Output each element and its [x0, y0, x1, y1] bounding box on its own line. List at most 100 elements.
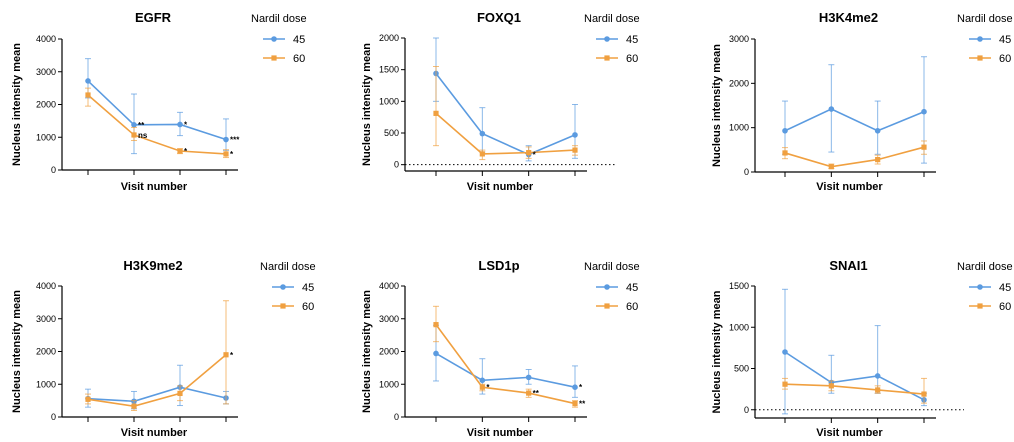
- data-point: [131, 122, 137, 128]
- series-dose-45: [433, 37, 578, 162]
- significance-marker: *: [579, 383, 583, 392]
- legend-title: Nardil dose: [260, 261, 316, 273]
- legend-swatch-marker: [271, 55, 277, 61]
- y-tick-label: 2000: [36, 347, 56, 357]
- y-tick-label: 0: [394, 160, 399, 170]
- y-axis-label: Nucleus intensity mean: [711, 290, 723, 413]
- legend-label: 60: [626, 53, 638, 65]
- legend-swatch-marker: [604, 36, 610, 42]
- legend-label: 60: [999, 53, 1011, 65]
- legend-swatch-marker: [977, 36, 983, 42]
- data-point: [782, 150, 788, 156]
- legend-swatch-marker: [280, 284, 286, 290]
- legend-swatch-marker: [977, 284, 983, 290]
- y-tick-label: 0: [51, 165, 56, 175]
- legend-label: 45: [626, 282, 638, 294]
- data-point: [177, 121, 183, 128]
- panel-title: H3K4me2: [819, 10, 878, 25]
- x-axis-label: Visit number: [121, 181, 188, 193]
- data-point: [177, 148, 183, 154]
- series-line: [435, 352, 576, 388]
- data-point: [433, 350, 439, 357]
- data-point: [921, 144, 927, 150]
- legend-label: 60: [302, 301, 314, 313]
- data-point: [782, 381, 788, 387]
- panel-h3k4me2: H3K4me2 0 1000 2000 3000 Visit number Nucleus …: [711, 10, 1013, 193]
- series-line: [435, 72, 576, 156]
- y-axis-label: Nucleus intensity mean: [711, 44, 723, 167]
- data-point: [828, 164, 834, 170]
- series-dose-45: [85, 58, 229, 155]
- panel-title: SNAI1: [829, 258, 867, 273]
- y-tick-label: 1500: [379, 65, 399, 75]
- legend-label: 45: [626, 34, 638, 46]
- series-dose-45: [782, 288, 927, 415]
- y-tick-label: 2000: [379, 33, 399, 43]
- series-dose-45: [782, 56, 927, 164]
- series-line: [87, 94, 227, 155]
- data-point: [874, 127, 881, 134]
- data-point: [875, 387, 881, 393]
- series-line: [784, 146, 925, 168]
- series-line: [784, 383, 925, 395]
- y-tick-label: 3000: [379, 314, 399, 324]
- significance-marker: *: [184, 120, 188, 129]
- legend-swatch-marker: [604, 284, 610, 290]
- series-dose-60: [85, 300, 229, 411]
- legend-title: Nardil dose: [584, 13, 640, 25]
- y-tick-label: 2000: [729, 78, 749, 88]
- legend-swatch-marker: [604, 55, 610, 61]
- data-point: [223, 352, 229, 358]
- significance-marker: *: [230, 150, 234, 159]
- y-tick-label: 4000: [379, 281, 399, 291]
- series-dose-45: [433, 324, 578, 398]
- data-point: [572, 400, 578, 407]
- significance-marker: *: [533, 151, 537, 160]
- legend-swatch-marker: [977, 303, 983, 309]
- x-axis-label: Visit number: [467, 427, 534, 439]
- series-line: [784, 108, 925, 132]
- x-axis-label: Visit number: [467, 181, 534, 193]
- legend-label: 45: [999, 282, 1011, 294]
- data-point: [828, 383, 834, 389]
- data-point: [572, 147, 578, 153]
- legend-swatch-marker: [271, 36, 277, 42]
- significance-marker: **: [138, 121, 145, 130]
- significance-marker: **: [579, 400, 586, 409]
- data-point: [921, 391, 927, 397]
- y-tick-label: 0: [394, 412, 399, 422]
- y-tick-label: 0: [51, 412, 56, 422]
- y-tick-label: 4000: [36, 281, 56, 291]
- panel-h3k9me2: H3K9me2 0 1000 2000 3000 4000 Visit number Nucl…: [11, 258, 316, 439]
- y-axis-label: Nucleus intensity mean: [361, 290, 373, 413]
- significance-marker: *: [230, 351, 234, 360]
- y-tick-label: 1000: [36, 379, 56, 389]
- y-tick-label: 3000: [36, 314, 56, 324]
- panel-snai1: SNAI1 0 500 1000 1500 Visit number Nucleus int…: [711, 258, 1013, 439]
- data-point: [479, 130, 486, 137]
- data-point: [782, 349, 788, 355]
- series-dose-60: [433, 305, 578, 408]
- legend-title: Nardil dose: [957, 13, 1013, 25]
- series-line: [435, 112, 576, 155]
- legend-title: Nardil dose: [584, 261, 640, 273]
- y-tick-label: 4000: [36, 34, 56, 44]
- legend-swatch-marker: [280, 303, 286, 309]
- data-point: [782, 127, 788, 134]
- panel-title: H3K9me2: [123, 258, 182, 273]
- series-dose-60: [782, 140, 927, 170]
- x-axis-label: Visit number: [816, 181, 883, 193]
- x-axis-label: Visit number: [816, 427, 883, 439]
- series-dose-60: [782, 377, 927, 404]
- data-point: [85, 92, 91, 98]
- series-line: [87, 386, 227, 403]
- y-tick-label: 1000: [379, 379, 399, 389]
- data-point: [828, 106, 835, 112]
- legend-label: 60: [999, 301, 1011, 313]
- significance-marker: ***: [230, 136, 240, 145]
- y-tick-label: 2000: [379, 347, 399, 357]
- legend-label: 45: [302, 282, 314, 294]
- significance-marker: **: [533, 389, 540, 398]
- y-tick-label: 3000: [729, 34, 749, 44]
- y-tick-label: 0: [744, 167, 749, 177]
